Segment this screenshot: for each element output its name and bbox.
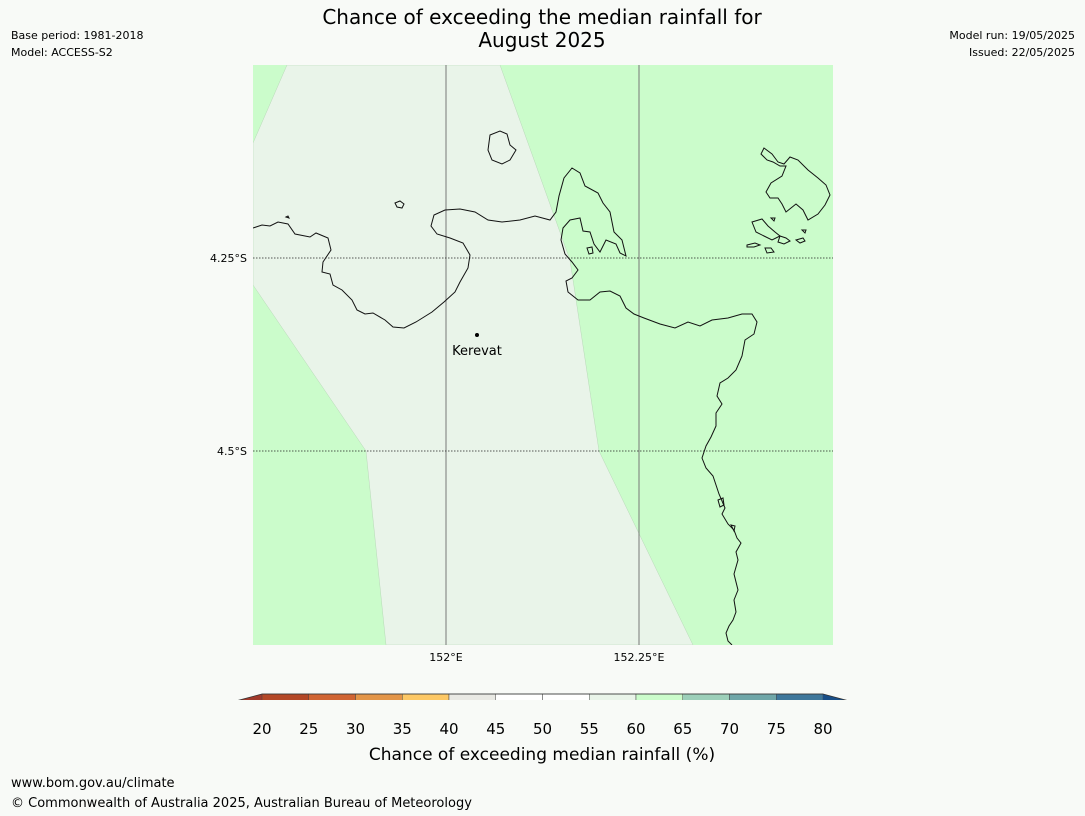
colorbar-tick-80: 80 — [813, 720, 833, 738]
colorbar — [237, 693, 848, 700]
lat-label-4-5s: 4.5°S — [217, 445, 247, 458]
colorbar-segment-25-30 — [308, 693, 356, 700]
colorbar-segment-55-60 — [589, 693, 637, 700]
issued-text: Issued: 22/05/2025 — [968, 46, 1075, 59]
islet-coast-2 — [730, 524, 736, 533]
island-north — [487, 130, 517, 165]
colorbar-segment-20-25 — [261, 693, 309, 700]
colorbar-tick-50: 50 — [532, 720, 553, 738]
model-text: Model: ACCESS-S2 — [11, 46, 113, 59]
coastline-north-gazelle — [253, 167, 758, 645]
kerevat-marker — [475, 333, 479, 337]
islet-east-4 — [800, 229, 807, 234]
map-frame: Kerevat — [253, 65, 833, 645]
islet-bay — [586, 246, 594, 255]
meta-left: Base period: 1981-2018 Model: ACCESS-S2 — [11, 27, 143, 61]
colorbar-segment-45-50 — [495, 693, 543, 700]
footer: www.bom.gov.au/climate © Commonwealth of… — [11, 774, 472, 814]
colorbar-segment-70-75 — [729, 693, 777, 700]
islet-west-2 — [284, 215, 290, 219]
colorbar-tick-labels: 20 25 30 35 40 45 50 55 60 65 70 75 80 — [0, 720, 1085, 740]
colorbar-extend-low — [239, 694, 262, 700]
colorbar-outline — [237, 693, 848, 700]
islet-east-2 — [764, 247, 775, 254]
title-line-1: Chance of exceeding the median rainfall … — [322, 5, 762, 29]
colorbar-segment-60-65 — [635, 693, 683, 700]
colorbar-tick-30: 30 — [345, 720, 366, 738]
footer-copyright: © Commonwealth of Australia 2025, Austra… — [11, 796, 472, 811]
colorbar-tick-70: 70 — [719, 720, 740, 738]
colorbar-tick-25: 25 — [299, 720, 319, 738]
colorbar-tick-75: 75 — [766, 720, 786, 738]
map-figure: Kerevat 4.25°S 4.5°S 152°E 152.25°E — [210, 65, 848, 700]
colorbar-segment-35-40 — [402, 693, 450, 700]
lon-label-152e: 152°E — [429, 651, 462, 664]
probability-region-45-55 — [253, 65, 694, 645]
colorbar-segment-30-35 — [355, 693, 403, 700]
lat-label-4-25s: 4.25°S — [210, 252, 247, 265]
islet-west-1 — [394, 200, 405, 209]
colorbar-tick-40: 40 — [439, 720, 459, 738]
colorbar-segment-50-55 — [542, 693, 590, 700]
colorbar-tick-35: 35 — [392, 720, 412, 738]
colorbar-extend-high — [823, 694, 846, 700]
colorbar-tick-65: 65 — [673, 720, 693, 738]
chart-title: Chance of exceeding the median rainfall … — [242, 6, 842, 52]
colorbar-label: Chance of exceeding median rainfall (%) — [368, 745, 716, 765]
model-run-text: Model run: 19/05/2025 — [949, 29, 1075, 42]
islands-northeast-south-2 — [777, 235, 791, 245]
meta-right: Model run: 19/05/2025 Issued: 22/05/2025 — [949, 27, 1075, 61]
islet-east-3 — [794, 237, 806, 244]
place-label-kerevat: Kerevat — [452, 344, 502, 359]
islands-northeast-main — [760, 147, 831, 221]
islet-coast-1 — [717, 497, 725, 508]
colorbar-segment-75-80 — [776, 693, 824, 700]
lon-label-152-25e: 152.25°E — [614, 651, 665, 664]
colorbar-tick-55: 55 — [579, 720, 599, 738]
title-line-2: August 2025 — [478, 28, 606, 52]
islet-east-1 — [746, 242, 762, 248]
colorbar-tick-60: 60 — [626, 720, 646, 738]
coastline — [253, 130, 831, 645]
colorbar-segment-40-45 — [448, 693, 496, 700]
footer-url: www.bom.gov.au/climate — [11, 776, 175, 791]
base-period-text: Base period: 1981-2018 — [11, 29, 144, 42]
islet-east-5 — [769, 217, 776, 222]
colorbar-tick-20: 20 — [252, 720, 272, 738]
colorbar-tick-45: 45 — [486, 720, 506, 738]
colorbar-segment-65-70 — [682, 693, 730, 700]
